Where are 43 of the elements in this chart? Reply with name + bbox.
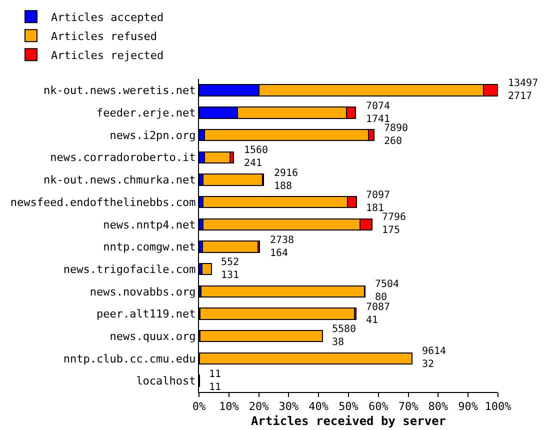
annotation: 552 131: [221, 257, 240, 281]
annotation: 1560 241: [244, 145, 268, 169]
y-tick-label: localhost: [136, 374, 196, 388]
annotation: 11 11: [209, 369, 222, 393]
x-tick-label: 70%: [398, 400, 419, 414]
y-tick-label: nk-out.news.weretis.net: [43, 84, 196, 98]
legend-label: Articles rejected: [51, 48, 164, 62]
x-tick-label: 40%: [308, 400, 329, 414]
annotation: 7087 41: [366, 302, 390, 326]
x-tick-label: 0%: [192, 400, 206, 414]
y-tick-label: news.corradoroberto.it: [50, 151, 196, 164]
y-tick-label: news.quux.org: [110, 330, 196, 343]
annotation: 7796 175: [382, 212, 406, 236]
y-tick-label: newsfeed.endofthelinebbs.com: [10, 196, 196, 209]
y-tick-label: news.trigofacile.com: [63, 262, 196, 276]
x-tick-label: 50%: [338, 400, 359, 414]
annotation: 2738 164: [270, 235, 294, 259]
y-tick-label: feeder.erje.net: [96, 106, 196, 120]
annotation: 7890 260: [384, 123, 408, 147]
legend-label: Articles refused: [51, 30, 157, 43]
y-tick-label: nk-out.news.chmurka.net: [43, 174, 196, 187]
annotation: 2916 188: [274, 168, 298, 192]
x-tick-label: 10%: [218, 400, 240, 414]
annotation: 7074 1741: [366, 101, 390, 125]
y-tick-label: nntp.comgw.net: [103, 240, 196, 254]
x-tick-label: 20%: [248, 400, 270, 414]
legend-label: Articles accepted: [51, 10, 164, 24]
y-tick-label: news.novabbs.org: [90, 285, 196, 298]
annotation: 5580 38: [332, 324, 356, 348]
y-tick-label: peer.alt119.net: [96, 308, 196, 321]
x-tick-label: 90%: [458, 400, 478, 414]
x-tick-label: 60%: [368, 400, 389, 414]
annotation: 7504 80: [375, 279, 400, 303]
annotation: 7097 181: [366, 190, 390, 214]
y-tick-label: nntp.club.cc.cmu.edu: [63, 352, 196, 366]
y-tick-label: news.i2pn.org: [110, 128, 196, 142]
annotation: 9614 32: [422, 346, 446, 370]
x-tick-label: 100%: [484, 400, 512, 414]
annotation: 13497 2717: [508, 78, 538, 102]
x-axis-title: Articles received by server: [250, 414, 446, 428]
x-tick-label: 30%: [278, 400, 300, 414]
y-tick-label: news.nntp4.net: [103, 218, 196, 232]
x-tick-label: 80%: [428, 400, 449, 414]
